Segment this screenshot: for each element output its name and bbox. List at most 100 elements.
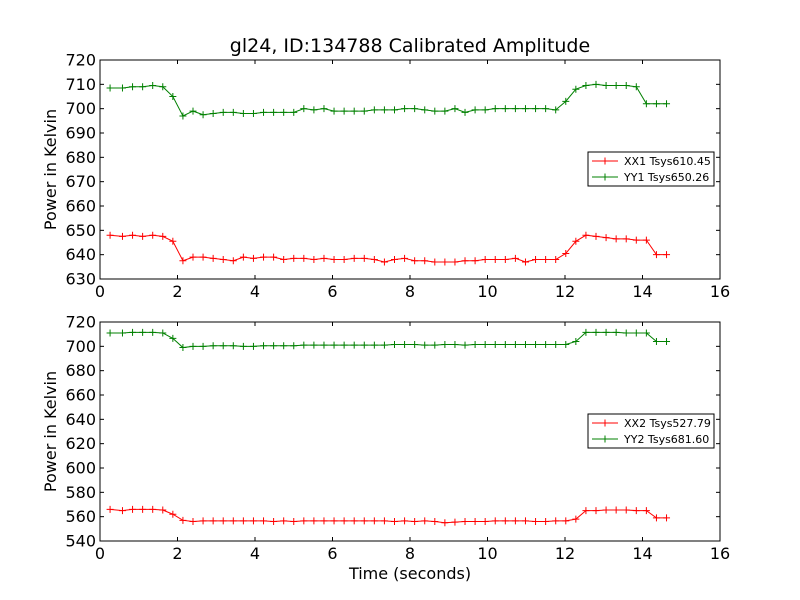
data-point — [149, 82, 157, 90]
legend-marker — [601, 419, 609, 427]
data-point — [652, 337, 660, 345]
x-tick-label: 10 — [477, 544, 497, 563]
data-point — [320, 517, 328, 525]
data-point — [380, 517, 388, 525]
series-0 — [106, 505, 671, 527]
data-point — [521, 258, 529, 266]
x-tick-label: 10 — [477, 282, 497, 301]
data-point — [642, 100, 650, 108]
data-point — [401, 105, 409, 113]
data-point — [582, 82, 590, 90]
data-point — [481, 106, 489, 114]
data-point — [552, 517, 560, 525]
y-tick-label: 710 — [65, 75, 96, 94]
data-point — [249, 517, 257, 525]
data-point — [149, 505, 157, 513]
data-point — [461, 518, 469, 526]
data-point — [401, 341, 409, 349]
data-point — [260, 342, 268, 350]
data-point — [562, 517, 570, 525]
series-0 — [106, 231, 671, 266]
x-tick-label: 2 — [172, 544, 182, 563]
data-point — [431, 258, 439, 266]
data-point — [441, 341, 449, 349]
data-point — [118, 232, 126, 240]
data-point — [471, 341, 479, 349]
data-point — [310, 256, 318, 264]
data-point — [260, 108, 268, 116]
x-tick-label: 8 — [405, 544, 415, 563]
data-point — [380, 341, 388, 349]
data-point — [249, 110, 257, 118]
data-point — [582, 328, 590, 336]
data-point — [491, 517, 499, 525]
series-line — [110, 508, 667, 524]
data-point — [189, 342, 197, 350]
data-point — [330, 256, 338, 264]
data-point — [481, 256, 489, 264]
data-point — [391, 256, 398, 264]
data-point — [159, 83, 167, 91]
x-tick-label: 6 — [327, 282, 337, 301]
data-point — [118, 507, 126, 515]
data-point — [421, 341, 429, 349]
data-point — [179, 344, 187, 352]
data-point — [280, 517, 288, 525]
data-point — [562, 249, 570, 257]
data-point — [663, 100, 671, 108]
data-point — [229, 108, 237, 116]
data-point — [542, 341, 550, 349]
data-point — [642, 329, 650, 337]
data-point — [511, 517, 519, 525]
x-tick-label: 0 — [95, 282, 105, 301]
data-point — [360, 107, 368, 115]
legend-label: YY1 Tsys650.26 — [623, 171, 709, 184]
data-point — [139, 505, 147, 513]
data-point — [209, 254, 217, 262]
data-point — [642, 236, 650, 244]
data-point — [179, 112, 187, 120]
data-point — [219, 517, 227, 525]
y-tick-label: 660 — [65, 197, 96, 216]
data-point — [340, 256, 348, 264]
y-tick-label: 680 — [65, 361, 96, 380]
data-point — [350, 254, 358, 262]
data-point — [260, 253, 268, 261]
data-point — [451, 105, 459, 113]
data-point — [360, 341, 368, 349]
data-point — [149, 328, 157, 336]
data-point — [129, 328, 137, 336]
x-tick-label: 12 — [555, 544, 575, 563]
data-point — [491, 105, 499, 113]
data-point — [441, 107, 449, 115]
data-point — [491, 256, 499, 264]
data-point — [340, 517, 348, 525]
data-point — [350, 107, 358, 115]
data-point — [189, 253, 197, 261]
data-point — [652, 514, 660, 522]
data-point — [149, 231, 157, 239]
data-point — [632, 236, 640, 244]
data-point — [270, 518, 278, 526]
data-point — [239, 517, 247, 525]
data-point — [602, 234, 610, 242]
data-point — [370, 106, 378, 114]
data-point — [310, 517, 318, 525]
data-point — [431, 107, 439, 115]
bottom-panel: Power in Kelvin Time (seconds) 0 2 4 6 8 10 12 14… — [41, 313, 730, 584]
data-point — [461, 108, 469, 116]
data-point — [511, 341, 519, 349]
data-point — [199, 517, 207, 525]
data-point — [552, 256, 560, 264]
data-point — [159, 329, 167, 337]
data-point — [139, 328, 147, 336]
data-point — [330, 107, 338, 115]
data-point — [532, 105, 540, 113]
data-point — [169, 334, 177, 342]
data-point — [511, 254, 519, 262]
legend-label: XX2 Tsys527.79 — [624, 417, 711, 430]
data-point — [542, 518, 550, 526]
data-point — [330, 341, 338, 349]
y-tick-label: 640 — [65, 410, 96, 429]
